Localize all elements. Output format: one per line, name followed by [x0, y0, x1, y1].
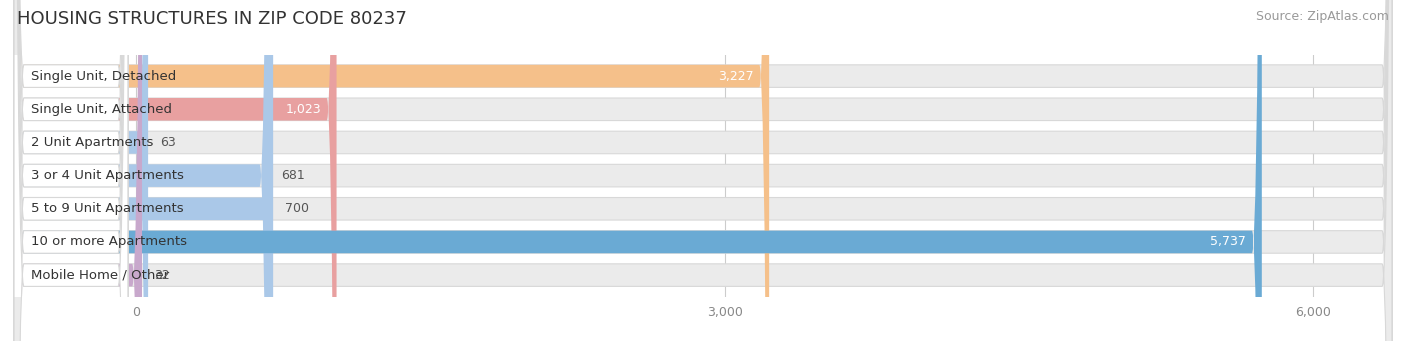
Text: 10 or more Apartments: 10 or more Apartments	[31, 235, 187, 249]
FancyBboxPatch shape	[14, 0, 1392, 341]
FancyBboxPatch shape	[14, 0, 128, 341]
FancyBboxPatch shape	[14, 0, 270, 341]
Text: Single Unit, Attached: Single Unit, Attached	[31, 103, 172, 116]
FancyBboxPatch shape	[14, 0, 128, 341]
Text: 1,023: 1,023	[285, 103, 321, 116]
Text: 700: 700	[285, 202, 309, 215]
FancyBboxPatch shape	[14, 0, 1392, 341]
Text: 32: 32	[153, 269, 170, 282]
Text: 5 to 9 Unit Apartments: 5 to 9 Unit Apartments	[31, 202, 184, 215]
Text: 5,737: 5,737	[1211, 235, 1246, 249]
FancyBboxPatch shape	[14, 0, 128, 341]
FancyBboxPatch shape	[14, 0, 1392, 341]
FancyBboxPatch shape	[14, 0, 1392, 341]
FancyBboxPatch shape	[14, 0, 336, 341]
Text: 681: 681	[281, 169, 305, 182]
FancyBboxPatch shape	[14, 0, 1392, 341]
FancyBboxPatch shape	[14, 0, 769, 341]
FancyBboxPatch shape	[14, 0, 128, 341]
Text: 63: 63	[160, 136, 176, 149]
FancyBboxPatch shape	[14, 0, 142, 341]
Text: Source: ZipAtlas.com: Source: ZipAtlas.com	[1256, 10, 1389, 23]
FancyBboxPatch shape	[14, 0, 1261, 341]
Text: HOUSING STRUCTURES IN ZIP CODE 80237: HOUSING STRUCTURES IN ZIP CODE 80237	[17, 10, 406, 28]
Text: 3,227: 3,227	[718, 70, 754, 83]
FancyBboxPatch shape	[14, 0, 128, 341]
FancyBboxPatch shape	[14, 0, 1392, 341]
Text: Single Unit, Detached: Single Unit, Detached	[31, 70, 176, 83]
FancyBboxPatch shape	[14, 0, 148, 341]
FancyBboxPatch shape	[14, 0, 128, 341]
FancyBboxPatch shape	[14, 0, 273, 341]
Text: 3 or 4 Unit Apartments: 3 or 4 Unit Apartments	[31, 169, 184, 182]
Text: Mobile Home / Other: Mobile Home / Other	[31, 269, 169, 282]
FancyBboxPatch shape	[14, 0, 1392, 341]
FancyBboxPatch shape	[14, 0, 128, 341]
Text: 2 Unit Apartments: 2 Unit Apartments	[31, 136, 153, 149]
